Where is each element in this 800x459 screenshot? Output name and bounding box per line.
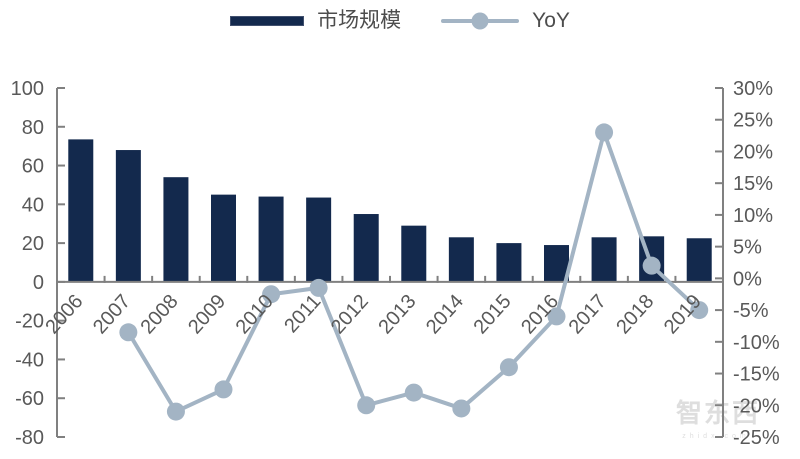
legend-item-market-size: 市场规模 xyxy=(230,10,401,31)
bar-2017 xyxy=(591,237,617,282)
left-axis-label: 60 xyxy=(22,156,44,178)
yoy-marker-2008 xyxy=(166,402,185,421)
line-series-swatch xyxy=(441,12,520,29)
yoy-marker-2009 xyxy=(214,380,233,399)
x-axis-label-2011: 2011 xyxy=(280,291,325,338)
right-axis-label: 0% xyxy=(733,268,762,290)
yoy-marker-2018 xyxy=(642,256,661,275)
yoy-marker-2007 xyxy=(119,323,138,342)
left-axis-label: 20 xyxy=(22,233,44,255)
left-axis-label: 100 xyxy=(11,78,44,100)
x-axis-label-2008: 2008 xyxy=(137,291,183,339)
yoy-marker-2013 xyxy=(404,383,423,402)
x-axis-label-2018: 2018 xyxy=(612,291,658,339)
yoy-marker-2016 xyxy=(547,307,566,326)
watermark: 智东西 zhidx.com xyxy=(676,398,760,440)
x-axis-label-2013: 2013 xyxy=(374,291,420,339)
left-axis-label: -20 xyxy=(15,311,44,333)
x-axis-label-2017: 2017 xyxy=(565,291,611,339)
left-axis-label: 0 xyxy=(33,272,44,294)
left-axis-label: 80 xyxy=(22,117,44,139)
chart-legend: 市场规模 YoY xyxy=(0,10,800,31)
right-axis-label: -20% xyxy=(733,395,780,417)
right-axis-label: 20% xyxy=(733,141,773,163)
right-axis-label: -25% xyxy=(733,427,780,449)
x-axis-label-2006: 2006 xyxy=(41,291,87,339)
yoy-marker-2017 xyxy=(595,123,614,142)
bar-2011 xyxy=(306,197,332,282)
x-axis-label-2015: 2015 xyxy=(470,291,516,339)
left-axis-label: -60 xyxy=(15,388,44,410)
yoy-marker-2019 xyxy=(690,301,709,320)
yoy-marker-2014 xyxy=(452,399,471,418)
legend-item-yoy: YoY xyxy=(441,10,570,31)
left-axis-label: -40 xyxy=(15,349,44,371)
bar-2014 xyxy=(448,237,474,282)
line-series-yoy xyxy=(119,123,709,421)
bar-2012 xyxy=(353,214,379,282)
right-axis-label: 10% xyxy=(733,205,773,227)
bar-2010 xyxy=(258,196,284,282)
right-axis-label: 25% xyxy=(733,110,773,132)
yoy-marker-2012 xyxy=(357,396,376,415)
bar-2019 xyxy=(686,238,712,282)
right-axis-label: -10% xyxy=(733,332,780,354)
bar-series-swatch xyxy=(230,15,305,26)
right-axis-label: 5% xyxy=(733,237,762,259)
axes xyxy=(56,87,724,438)
bar-2006 xyxy=(68,139,94,282)
x-axis-label-2012: 2012 xyxy=(327,291,373,339)
right-axis-label: 30% xyxy=(733,78,773,100)
line-marker-dot xyxy=(471,12,489,29)
right-axis-label: 15% xyxy=(733,173,773,195)
bar-2016 xyxy=(544,245,569,282)
x-axis-label-2009: 2009 xyxy=(184,291,230,339)
bar-2013 xyxy=(401,225,427,282)
bar-2015 xyxy=(496,243,522,282)
bar-2009 xyxy=(211,194,236,282)
legend-label-market-size: 市场规模 xyxy=(317,9,402,32)
legend-label-yoy: YoY xyxy=(532,9,570,32)
x-axis-label-2014: 2014 xyxy=(422,291,468,339)
left-axis-label: 40 xyxy=(22,194,44,216)
bar-2008 xyxy=(163,177,189,282)
right-axis-label: -5% xyxy=(733,300,769,322)
right-axis-label: -15% xyxy=(733,364,780,386)
bar-2007 xyxy=(115,150,141,282)
yoy-marker-2015 xyxy=(499,358,518,377)
watermark-subtext: zhidx.com xyxy=(682,433,750,440)
yoy-marker-2011 xyxy=(309,278,328,297)
left-axis-label: -80 xyxy=(15,427,44,449)
yoy-marker-2010 xyxy=(262,285,281,304)
watermark-logo-text: 智东西 xyxy=(676,398,760,428)
